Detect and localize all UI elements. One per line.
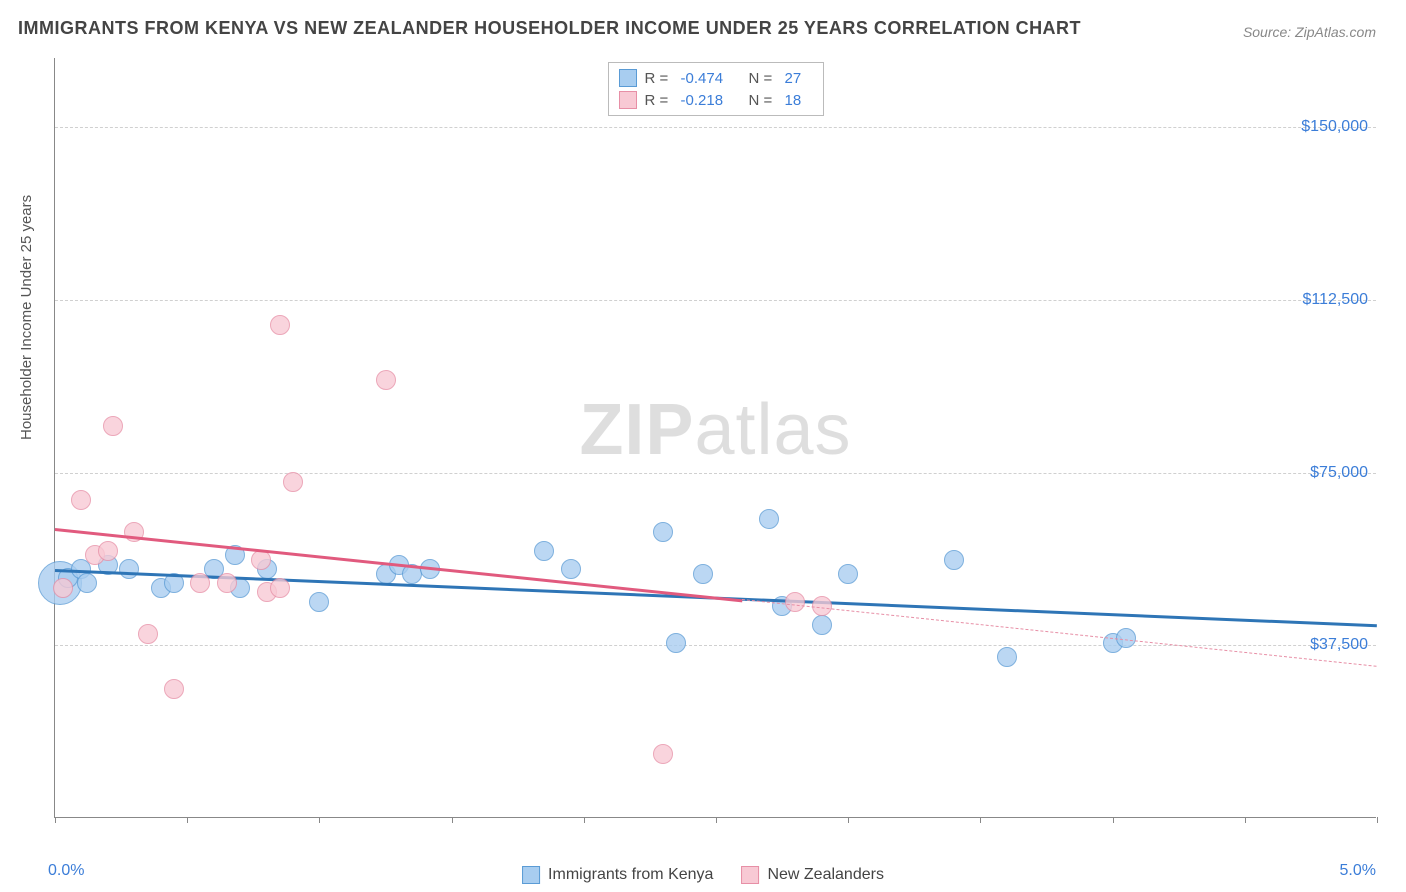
watermark-bold: ZIP bbox=[579, 389, 694, 469]
legend-swatch bbox=[619, 91, 637, 109]
legend-swatch bbox=[619, 69, 637, 87]
r-value: -0.218 bbox=[681, 92, 741, 109]
grid-line bbox=[55, 300, 1376, 301]
scatter-point bbox=[103, 416, 123, 436]
scatter-point bbox=[53, 578, 73, 598]
scatter-point bbox=[119, 559, 139, 579]
scatter-point bbox=[164, 679, 184, 699]
scatter-point bbox=[666, 633, 686, 653]
scatter-point bbox=[376, 370, 396, 390]
scatter-point bbox=[270, 315, 290, 335]
x-tick bbox=[1113, 817, 1114, 823]
scatter-point bbox=[71, 490, 91, 510]
scatter-point bbox=[98, 541, 118, 561]
x-axis-max-label: 5.0% bbox=[1340, 862, 1376, 880]
scatter-point bbox=[251, 550, 271, 570]
y-tick-label: $112,500 bbox=[1302, 291, 1368, 309]
x-axis-min-label: 0.0% bbox=[48, 862, 84, 880]
grid-line bbox=[55, 473, 1376, 474]
y-tick-label: $75,000 bbox=[1310, 464, 1368, 482]
grid-line bbox=[55, 127, 1376, 128]
scatter-point bbox=[561, 559, 581, 579]
x-tick bbox=[848, 817, 849, 823]
scatter-point bbox=[138, 624, 158, 644]
legend-swatch bbox=[522, 866, 540, 884]
legend-item: Immigrants from Kenya bbox=[522, 866, 713, 884]
series-name: New Zealanders bbox=[767, 866, 884, 884]
scatter-point bbox=[283, 472, 303, 492]
scatter-point bbox=[812, 615, 832, 635]
scatter-point bbox=[997, 647, 1017, 667]
y-axis-title: Householder Income Under 25 years bbox=[18, 195, 35, 440]
scatter-point bbox=[838, 564, 858, 584]
scatter-point bbox=[190, 573, 210, 593]
x-tick bbox=[187, 817, 188, 823]
scatter-point bbox=[944, 550, 964, 570]
x-tick bbox=[584, 817, 585, 823]
series-name: Immigrants from Kenya bbox=[548, 866, 713, 884]
plot-area: ZIPatlas R = -0.474 N = 27 R = -0.218 N = 18 $3… bbox=[54, 58, 1376, 818]
n-value: 27 bbox=[785, 70, 813, 87]
x-tick bbox=[452, 817, 453, 823]
n-label: N = bbox=[749, 70, 777, 87]
watermark-light: atlas bbox=[694, 389, 851, 469]
x-tick bbox=[716, 817, 717, 823]
n-value: 18 bbox=[785, 92, 813, 109]
y-tick-label: $37,500 bbox=[1310, 636, 1368, 654]
scatter-point bbox=[693, 564, 713, 584]
x-tick bbox=[55, 817, 56, 823]
y-tick-label: $150,000 bbox=[1301, 118, 1368, 136]
x-tick bbox=[980, 817, 981, 823]
trend-line bbox=[742, 599, 1377, 667]
scatter-point bbox=[270, 578, 290, 598]
scatter-point bbox=[785, 592, 805, 612]
legend-item: New Zealanders bbox=[741, 866, 884, 884]
chart-title: IMMIGRANTS FROM KENYA VS NEW ZEALANDER H… bbox=[18, 18, 1081, 39]
watermark: ZIPatlas bbox=[579, 388, 851, 470]
x-tick bbox=[1377, 817, 1378, 823]
x-tick bbox=[319, 817, 320, 823]
legend-swatch bbox=[741, 866, 759, 884]
legend-stats: R = -0.474 N = 27 R = -0.218 N = 18 bbox=[608, 62, 824, 116]
scatter-point bbox=[534, 541, 554, 561]
scatter-point bbox=[759, 509, 779, 529]
r-label: R = bbox=[645, 70, 673, 87]
legend-stat-row: R = -0.474 N = 27 bbox=[619, 67, 813, 89]
scatter-point bbox=[653, 522, 673, 542]
source-label: Source: ZipAtlas.com bbox=[1243, 24, 1376, 40]
x-tick bbox=[1245, 817, 1246, 823]
n-label: N = bbox=[749, 92, 777, 109]
scatter-point bbox=[653, 744, 673, 764]
scatter-point bbox=[309, 592, 329, 612]
legend-stat-row: R = -0.218 N = 18 bbox=[619, 89, 813, 111]
r-value: -0.474 bbox=[681, 70, 741, 87]
r-label: R = bbox=[645, 92, 673, 109]
scatter-point bbox=[77, 573, 97, 593]
legend-series: Immigrants from Kenya New Zealanders bbox=[522, 866, 884, 884]
scatter-point bbox=[217, 573, 237, 593]
